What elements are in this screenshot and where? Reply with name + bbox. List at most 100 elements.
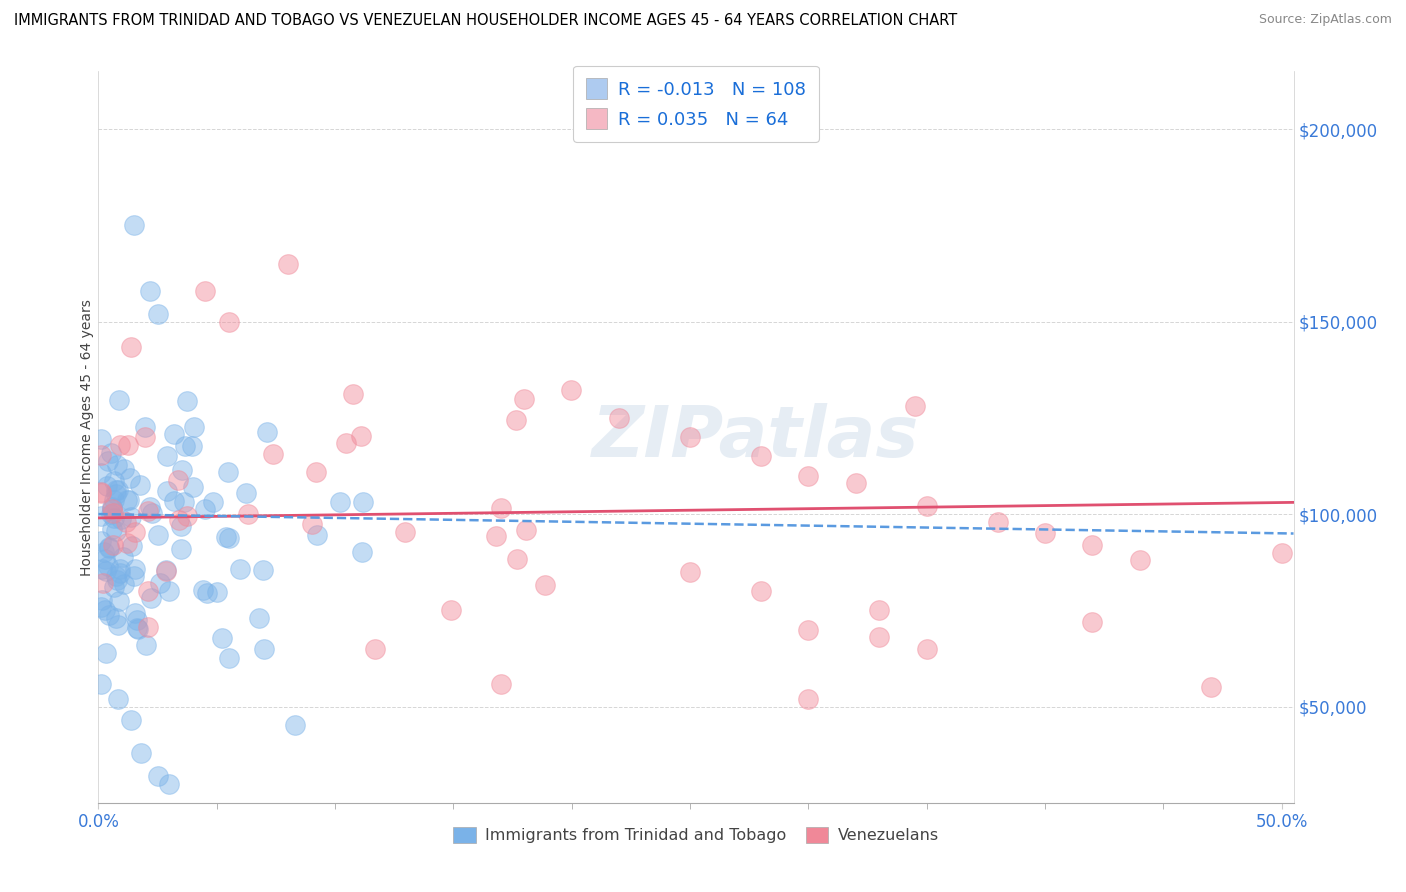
Point <box>229 562 252 576</box>
Point <box>155 564 177 578</box>
Point <box>156 484 179 499</box>
Point <box>191 582 214 597</box>
Point <box>194 284 217 298</box>
Point <box>104 610 127 624</box>
Point <box>352 545 374 559</box>
Point <box>120 509 142 524</box>
Point <box>352 495 374 509</box>
Point <box>103 493 125 508</box>
Point <box>364 642 387 657</box>
Text: IMMIGRANTS FROM TRINIDAD AND TOBAGO VS VENEZUELAN HOUSEHOLDER INCOME AGES 45 - 6: IMMIGRANTS FROM TRINIDAD AND TOBAGO VS V… <box>14 13 957 29</box>
Point <box>91 575 114 590</box>
Point <box>181 480 204 494</box>
Point <box>1081 538 1104 552</box>
Point <box>105 573 128 587</box>
Point <box>176 394 198 409</box>
Point <box>335 436 357 450</box>
Point <box>262 447 284 461</box>
Point <box>146 527 169 541</box>
Point <box>176 508 198 523</box>
Point <box>110 562 132 576</box>
Point <box>90 432 112 446</box>
Point <box>117 536 139 550</box>
Point <box>146 307 169 321</box>
Point <box>107 483 129 497</box>
Point <box>139 591 162 606</box>
Point <box>217 465 239 479</box>
Point <box>97 558 120 573</box>
Point <box>120 340 142 354</box>
Point <box>121 539 143 553</box>
Point <box>134 430 156 444</box>
Point <box>136 504 159 518</box>
Point <box>252 563 274 577</box>
Point <box>155 563 177 577</box>
Point <box>124 562 146 576</box>
Point <box>108 393 131 408</box>
Point <box>149 575 172 590</box>
Point <box>90 467 112 481</box>
Point <box>904 399 927 413</box>
Point <box>253 641 276 656</box>
Point <box>489 677 512 691</box>
Point <box>103 580 125 594</box>
Point <box>100 446 122 460</box>
Point <box>96 479 118 493</box>
Point <box>218 315 240 329</box>
Point <box>1271 545 1294 559</box>
Point <box>167 513 190 527</box>
Point <box>108 437 131 451</box>
Point <box>139 500 162 514</box>
Point <box>679 565 702 579</box>
Point <box>136 584 159 599</box>
Point <box>90 534 112 549</box>
Point <box>100 500 122 514</box>
Point <box>139 284 162 298</box>
Point <box>1033 526 1056 541</box>
Point <box>111 550 134 565</box>
Point <box>183 420 205 434</box>
Point <box>105 487 128 501</box>
Point <box>163 426 186 441</box>
Point <box>201 495 224 509</box>
Point <box>117 437 139 451</box>
Text: Source: ZipAtlas.com: Source: ZipAtlas.com <box>1258 13 1392 27</box>
Point <box>218 531 240 545</box>
Point <box>163 493 186 508</box>
Point <box>134 420 156 434</box>
Point <box>97 540 120 554</box>
Point <box>195 586 218 600</box>
Point <box>173 495 195 509</box>
Point <box>115 492 138 507</box>
Legend: Immigrants from Trinidad and Tobago, Venezuelans: Immigrants from Trinidad and Tobago, Ven… <box>447 821 945 850</box>
Point <box>107 692 129 706</box>
Point <box>90 676 112 690</box>
Point <box>94 646 117 660</box>
Point <box>101 501 124 516</box>
Point <box>129 746 152 760</box>
Point <box>136 620 159 634</box>
Y-axis label: Householder Income Ages 45 - 64 years: Householder Income Ages 45 - 64 years <box>80 299 94 575</box>
Point <box>218 650 240 665</box>
Point <box>94 552 117 566</box>
Point <box>329 495 352 509</box>
Point <box>93 544 115 558</box>
Point <box>515 523 537 537</box>
Point <box>215 530 238 544</box>
Point <box>749 584 772 599</box>
Point <box>170 518 193 533</box>
Point <box>90 484 112 499</box>
Point <box>105 458 128 472</box>
Point <box>141 506 163 520</box>
Point <box>98 607 121 622</box>
Point <box>307 527 329 541</box>
Point <box>167 473 190 487</box>
Point <box>129 478 152 492</box>
Point <box>122 569 145 583</box>
Point <box>350 428 373 442</box>
Point <box>174 439 197 453</box>
Point <box>90 600 112 615</box>
Point <box>247 611 270 625</box>
Point <box>114 577 136 591</box>
Point <box>108 566 131 580</box>
